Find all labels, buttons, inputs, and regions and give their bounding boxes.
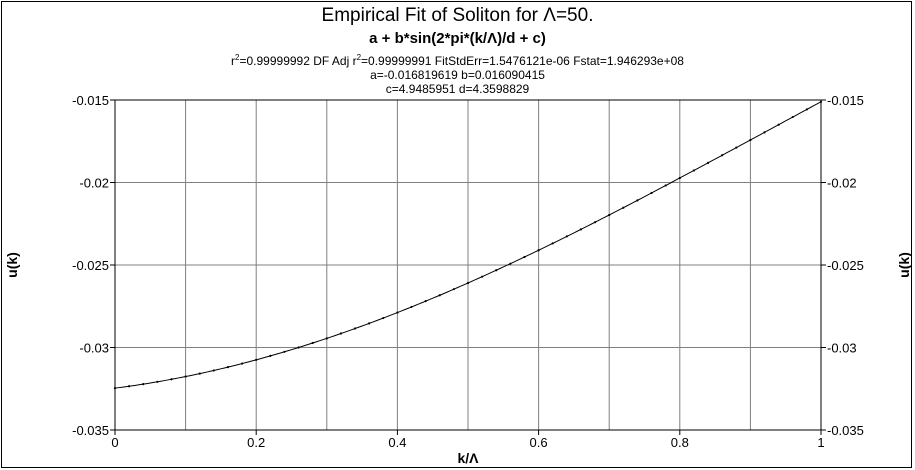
y-axis-label-right: u(k) [896, 252, 912, 278]
plot-border [114, 99, 822, 431]
data-point [353, 327, 357, 330]
data-point [481, 275, 484, 278]
x-tick-label: 0.6 [530, 435, 548, 450]
data-point [128, 385, 131, 388]
data-point [593, 221, 597, 224]
data-point [523, 255, 526, 259]
data-point [226, 366, 230, 369]
fit-params-ab: a=-0.016819619 b=0.016090415 [370, 68, 545, 82]
data-point [156, 380, 159, 383]
data-point [650, 191, 653, 195]
stat-sup-2: 2 [356, 53, 362, 62]
data-point [424, 300, 427, 303]
x-tick-label: 0 [111, 435, 118, 450]
data-point [664, 184, 667, 187]
data-point [749, 138, 752, 142]
stat-sup: 2 [235, 53, 240, 62]
data-point [579, 228, 583, 231]
x-tick-label: 0.2 [247, 435, 265, 450]
data-point [805, 108, 808, 111]
data-point [269, 354, 272, 358]
data-point [255, 358, 258, 361]
y-tick-label-right: -0.015 [827, 93, 864, 108]
data-point [311, 341, 314, 345]
y-tick-label-right: -0.02 [827, 176, 857, 191]
data-point [622, 206, 625, 209]
y-tick-label-right: -0.025 [827, 258, 864, 273]
data-point [170, 378, 173, 381]
chart-title: Empirical Fit of Soliton for Λ=50. [321, 5, 594, 26]
data-point [721, 154, 724, 157]
data-point [537, 249, 540, 252]
data-point [791, 115, 794, 119]
data-point [184, 375, 187, 378]
fit-statistics: r2=0.99999992 DF Adj r2=0.99999991 FitSt… [0, 53, 915, 68]
y-axis-label-left: u(k) [4, 252, 20, 278]
y-tick-label-left: -0.02 [79, 176, 109, 191]
x-tick-label: 1 [817, 435, 824, 450]
data-point [608, 213, 611, 217]
data-point [706, 161, 710, 164]
data-point [452, 288, 455, 291]
data-point [142, 383, 145, 386]
fit-formula: a + b*sin(2*pi*(k/Λ)/d + c) [369, 30, 546, 47]
data-point [297, 346, 300, 349]
data-point [339, 332, 343, 335]
data-point [410, 305, 413, 309]
data-point [509, 262, 512, 265]
data-point [368, 322, 371, 325]
y-tick-label-left: -0.03 [79, 341, 109, 356]
stat-r-label: r [231, 54, 236, 68]
stat-r2-value: =0.99999992 DF Adj r [239, 54, 357, 68]
y-tick-label-left: -0.035 [72, 423, 109, 438]
data-point [692, 169, 696, 172]
x-tick-label: 0.8 [671, 435, 689, 450]
x-tick-label: 0.4 [388, 435, 406, 450]
data-point [198, 372, 201, 375]
data-point [212, 369, 215, 372]
data-markers [113, 100, 823, 390]
data-point [240, 362, 244, 365]
data-point [283, 350, 286, 353]
data-point [382, 316, 385, 320]
data-point [466, 281, 470, 285]
data-point [763, 131, 766, 134]
data-point [438, 294, 441, 297]
axis-ticks: 0 0.2 0.4 0.6 0.8 1 -0.015 -0.015 -0.02 -0.02 -0.0… [72, 93, 864, 450]
data-point [396, 311, 399, 314]
y-tick-label-right: -0.03 [827, 341, 857, 356]
data-point [636, 199, 639, 202]
y-tick-label-left: -0.025 [72, 258, 109, 273]
y-tick-label-left: -0.015 [72, 93, 109, 108]
data-point [325, 337, 328, 340]
data-point [495, 269, 498, 272]
stat-rest: =0.99999991 FitStdErr=1.5476121e-06 Fsta… [361, 54, 684, 68]
data-point [551, 242, 554, 245]
y-tick-label-right: -0.035 [827, 423, 864, 438]
data-point [777, 123, 780, 126]
data-point [678, 176, 681, 180]
data-point [565, 235, 568, 238]
x-axis-label: k/Λ [457, 450, 479, 466]
data-point [735, 146, 738, 149]
fit-params-cd: c=4.9485951 d=4.3598829 [385, 82, 530, 96]
